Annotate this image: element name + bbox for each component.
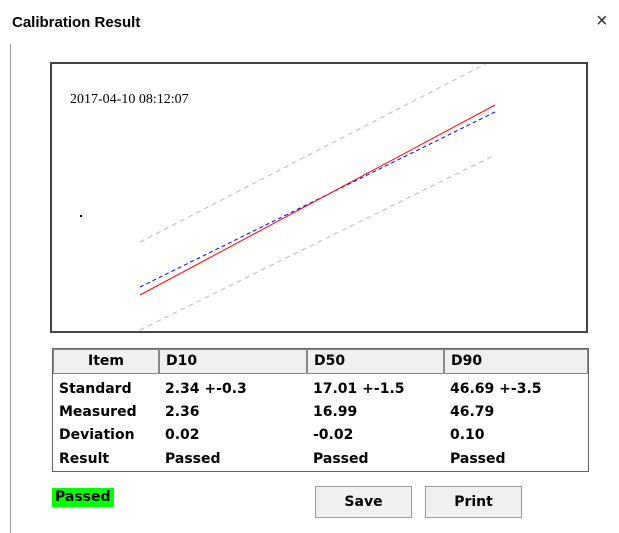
table-cell: Passed [165,451,221,467]
dialog-edge [10,44,11,533]
dialog-title: Calibration Result [12,14,141,31]
table-cell: Passed [450,451,506,467]
header-cell: D90 [444,349,588,374]
table-cell: Standard [59,381,132,397]
header-cell: D50 [307,349,444,374]
save-button[interactable]: Save [315,486,412,518]
calibration-plot: 2017-04-10 08:12:07 [50,62,588,333]
timestamp: 2017-04-10 08:12:07 [70,92,189,107]
table-cell: Measured [59,404,137,420]
table-cell: 46.69 +-3.5 [450,381,542,397]
table-cell: 0.10 [450,427,485,443]
table-cell: 17.01 +-1.5 [313,381,405,397]
table-cell: 2.34 +-0.3 [165,381,247,397]
table-cell: 0.02 [165,427,200,443]
header-cell: D10 [159,349,307,374]
table-cell: Result [59,451,110,467]
table-cell: 46.79 [450,404,495,420]
status-badge: Passed [52,488,114,507]
print-button[interactable]: Print [425,486,522,518]
result-table: Item D10 D50 D90 Standard 2.34 +-0.3 17.01 +-1… [52,348,589,472]
header-cell: Item [53,349,159,374]
dot [80,215,82,217]
table-cell: -0.02 [313,427,354,443]
table-cell: 16.99 [313,404,358,420]
lower-limit [139,154,496,331]
upper-limit [139,64,487,243]
table-cell: Deviation [59,427,135,443]
standard-line [139,104,496,296]
close-button[interactable]: × [596,10,608,32]
plot-lines [80,64,496,331]
table-cell: 2.36 [165,404,200,420]
table-cell: Passed [313,451,369,467]
